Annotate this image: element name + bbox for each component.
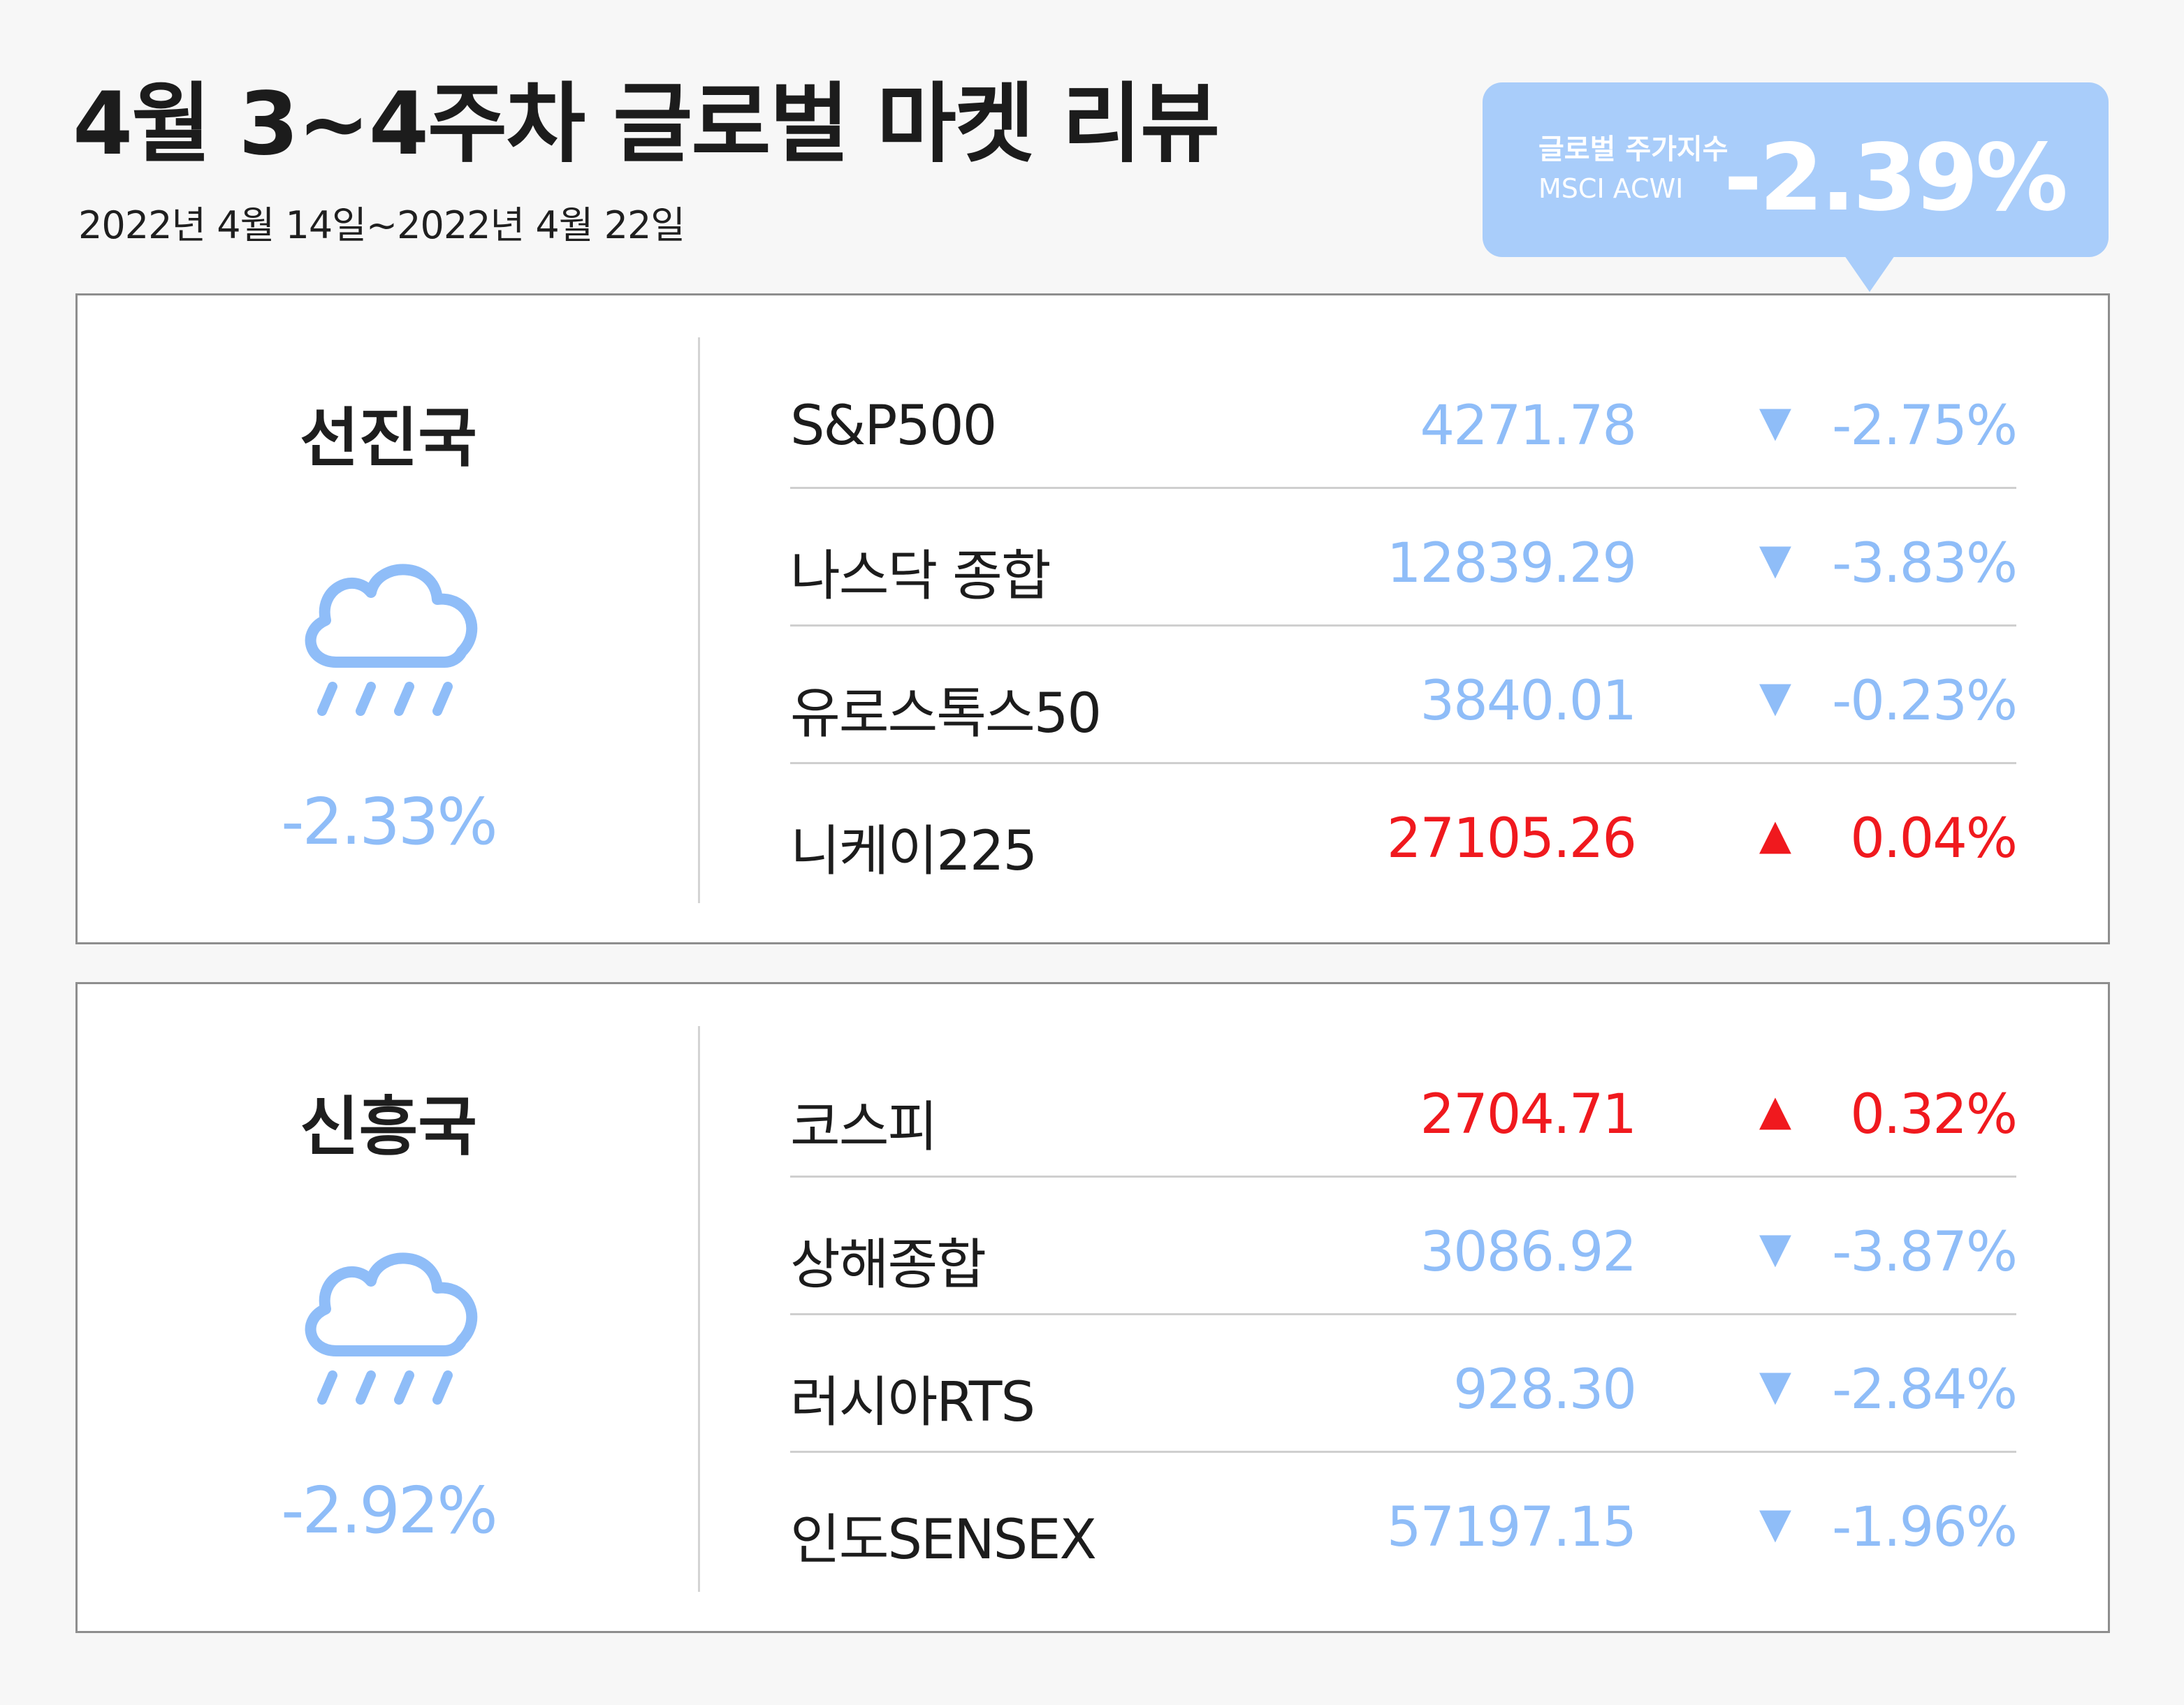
down-arrow-icon: ▼	[1759, 1361, 1792, 1410]
index-list: S&P500 4271.78 ▼ -2.75% 나스닥 종합 12839.29 …	[790, 351, 2018, 900]
region-name: 신흥국	[300, 1090, 477, 1164]
index-value: 27105.26	[1386, 807, 1637, 870]
index-name: 인도SENSEX	[790, 1509, 1097, 1572]
down-arrow-icon: ▼	[1759, 397, 1792, 446]
index-name: 나스닥 종합	[790, 545, 1051, 608]
emerging-markets-panel: 신흥국 -2.92% 코스피 2704.71 ▲ 0.32% 상해종합 3086…	[75, 982, 2110, 1633]
index-row: 러시아RTS 928.30 ▼ -2.84%	[790, 1315, 2018, 1453]
index-name: 상해종합	[790, 1234, 987, 1296]
date-range: 2022년 4월 14일~2022년 4월 22일	[78, 203, 685, 247]
index-change: -2.75%	[1832, 395, 2018, 458]
index-row: 니케이225 27105.26 ▲ 0.04%	[790, 764, 2018, 900]
index-list: 코스피 2704.71 ▲ 0.32% 상해종합 3086.92 ▼ -3.87…	[790, 1040, 2018, 1588]
divider	[698, 1026, 700, 1592]
down-arrow-icon: ▼	[1759, 673, 1792, 722]
index-name: 니케이225	[790, 820, 1038, 883]
index-value: 57197.15	[1386, 1496, 1637, 1559]
index-row: 인도SENSEX 57197.15 ▼ -1.96%	[790, 1453, 2018, 1588]
down-arrow-icon: ▼	[1759, 1224, 1792, 1273]
index-value: 4271.78	[1420, 395, 1637, 458]
index-name: 러시아RTS	[790, 1371, 1035, 1434]
index-change: -0.23%	[1832, 670, 2018, 733]
index-value: 12839.29	[1386, 532, 1637, 595]
index-value: 928.30	[1453, 1359, 1637, 1421]
up-arrow-icon: ▲	[1759, 810, 1792, 859]
index-change: -1.96%	[1832, 1496, 2018, 1559]
index-value: 3840.01	[1420, 670, 1637, 733]
badge-pointer	[1844, 256, 1895, 292]
index-row: 나스닥 종합 12839.29 ▼ -3.83%	[790, 489, 2018, 627]
global-index-label: 글로벌 주가지수	[1538, 133, 1728, 166]
index-change: -2.84%	[1832, 1359, 2018, 1421]
index-row: S&P500 4271.78 ▼ -2.75%	[790, 351, 2018, 489]
region-summary: 선진국 -2.33%	[78, 295, 699, 942]
index-change: -3.83%	[1832, 532, 2018, 595]
up-arrow-icon: ▲	[1759, 1086, 1792, 1135]
index-change: -3.87%	[1832, 1221, 2018, 1284]
rain-cloud-icon	[305, 564, 478, 716]
index-name: 코스피	[790, 1096, 938, 1159]
index-value: 2704.71	[1420, 1083, 1637, 1146]
index-row: 유로스톡스50 3840.01 ▼ -0.23%	[790, 627, 2018, 764]
global-index-value: -2.39%	[1724, 124, 2068, 232]
down-arrow-icon: ▼	[1759, 535, 1792, 584]
index-row: 코스피 2704.71 ▲ 0.32%	[790, 1040, 2018, 1178]
region-summary: 신흥국 -2.92%	[78, 984, 699, 1631]
region-name: 선진국	[300, 401, 477, 476]
global-index-badge: 글로벌 주가지수 MSCI ACWI -2.39%	[1483, 82, 2109, 257]
rain-cloud-icon	[305, 1252, 478, 1405]
page-title: 4월 3~4주차 글로벌 마켓 리뷰	[73, 74, 1220, 175]
global-index-sub: MSCI ACWI	[1538, 173, 1684, 204]
down-arrow-icon: ▼	[1759, 1499, 1792, 1548]
index-name: 유로스톡스50	[790, 682, 1102, 745]
index-row: 상해종합 3086.92 ▼ -3.87%	[790, 1178, 2018, 1315]
index-value: 3086.92	[1420, 1221, 1637, 1284]
region-change: -2.92%	[281, 1473, 497, 1548]
region-change: -2.33%	[281, 784, 497, 859]
advanced-markets-panel: 선진국 -2.33% S&P500 4271.78 ▼ -2.75% 나스닥 종…	[75, 293, 2110, 944]
index-name: S&P500	[790, 395, 997, 458]
divider	[698, 337, 700, 903]
index-change: 0.32%	[1850, 1083, 2018, 1146]
index-change: 0.04%	[1850, 807, 2018, 870]
